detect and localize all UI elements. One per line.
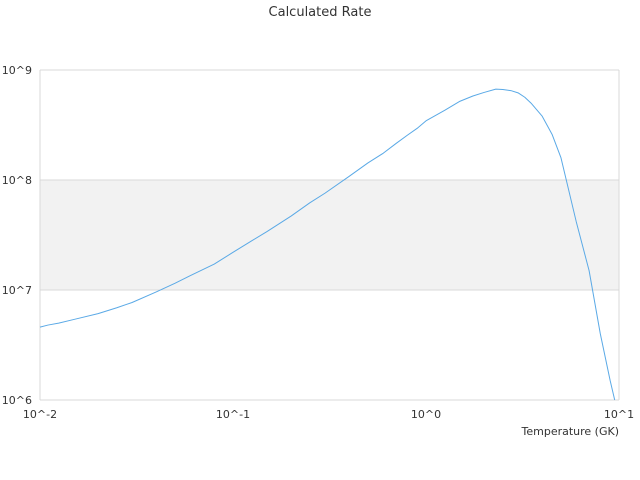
y-tick-label: 10^6 <box>2 394 32 407</box>
x-tick-label: 10^1 <box>604 408 634 421</box>
x-tick-label: 10^0 <box>411 408 441 421</box>
plot-grid-layer <box>39 69 620 401</box>
x-tick-label: 10^-1 <box>216 408 250 421</box>
plot-series-layer <box>39 88 616 401</box>
x-axis-label: Temperature (GK) <box>521 425 620 438</box>
x-tick-label: 10^-2 <box>23 408 57 421</box>
chart-title: Calculated Rate <box>269 5 372 20</box>
y-tick-label: 10^7 <box>2 284 32 297</box>
plot-band-shade <box>40 180 619 290</box>
y-tick-label: 10^8 <box>2 174 32 187</box>
series-line <box>39 88 616 401</box>
y-tick-label: 10^9 <box>2 64 32 77</box>
plot-ticks-layer: 10^6 10^7 10^8 10^9 10^-2 10^-1 10^0 10^1 <box>2 64 634 421</box>
plot-band-layer <box>40 180 619 290</box>
